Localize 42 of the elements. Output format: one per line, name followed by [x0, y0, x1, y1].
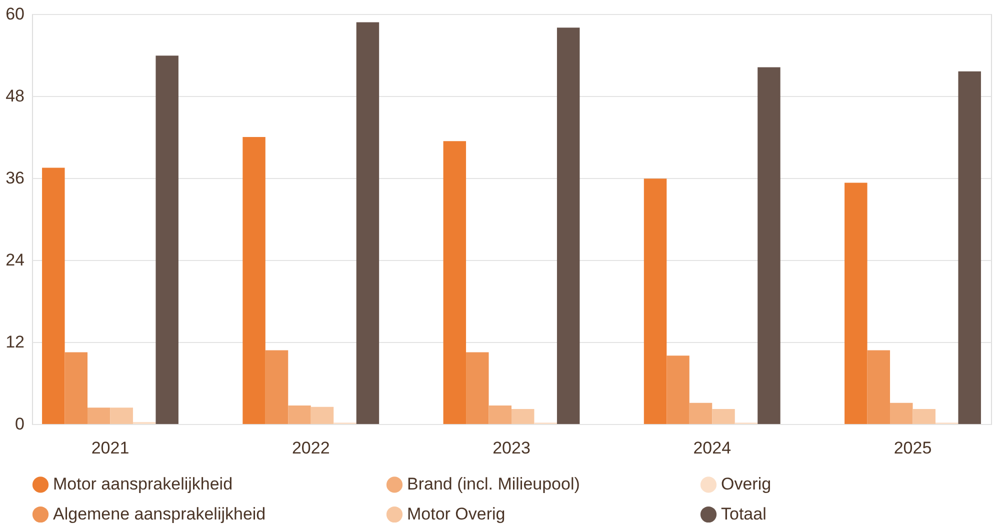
- y-tick-label: 60: [6, 4, 24, 24]
- legend-label: Algemene aansprakelijkheid: [53, 504, 266, 524]
- legend-label: Totaal: [721, 504, 766, 524]
- legend-label: Motor Overig: [407, 504, 506, 524]
- bar: [488, 406, 512, 424]
- x-tick-label: 2024: [693, 438, 732, 458]
- bar: [867, 350, 890, 424]
- bar: [512, 408, 534, 424]
- bar: [288, 406, 311, 424]
- x-tick-label: 2025: [894, 438, 932, 458]
- bar: [912, 408, 936, 424]
- bar: [443, 141, 466, 424]
- bar: [644, 178, 667, 424]
- bar: [265, 350, 288, 424]
- bar: [689, 402, 712, 424]
- x-tick-label: 2021: [91, 438, 130, 458]
- legend-label: Motor aansprakelijkheid: [53, 474, 233, 494]
- y-tick-label: 0: [15, 414, 24, 434]
- y-tick-label: 48: [6, 86, 24, 106]
- bar: [844, 182, 868, 424]
- bar: [758, 67, 780, 424]
- bar: [310, 406, 334, 424]
- bar: [712, 408, 735, 424]
- bar: [242, 137, 266, 424]
- bar: [42, 168, 65, 424]
- bar: [64, 352, 88, 424]
- legend-label: Overig: [721, 474, 772, 494]
- bar: [958, 71, 981, 424]
- y-tick-label: 24: [6, 250, 24, 270]
- bar: [466, 352, 489, 424]
- y-tick-label: 12: [6, 332, 24, 352]
- bar: [556, 28, 580, 424]
- bar: [890, 402, 913, 424]
- x-tick-label: 2022: [292, 438, 330, 458]
- y-tick-label: 36: [6, 168, 24, 188]
- bar: [356, 22, 380, 424]
- bar: [88, 408, 110, 424]
- bar: [666, 356, 690, 424]
- x-tick-label: 2023: [492, 438, 530, 458]
- bar: [110, 408, 133, 424]
- legend-label: Brand (incl. Milieupool): [407, 474, 580, 494]
- bar: [156, 56, 178, 424]
